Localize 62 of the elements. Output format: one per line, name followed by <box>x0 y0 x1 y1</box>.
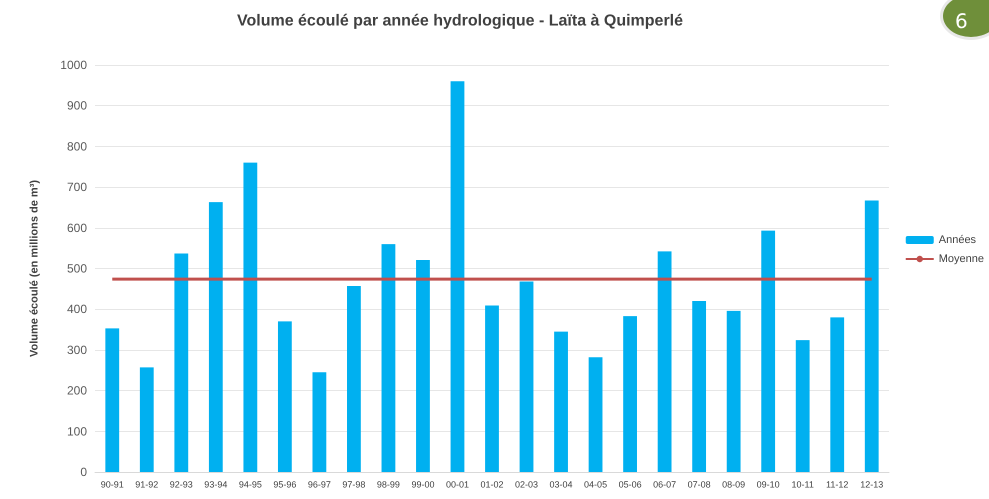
bar <box>623 316 637 472</box>
y-tick-label: 300 <box>66 342 88 357</box>
x-tick-label: 94-95 <box>238 480 262 490</box>
bar <box>796 340 810 472</box>
bar <box>450 81 464 472</box>
bar <box>485 306 499 472</box>
x-tick-label: 05-06 <box>618 480 642 490</box>
x-tick-label: 91-92 <box>135 480 158 490</box>
x-tick-label: 01-02 <box>480 480 504 490</box>
y-tick-label: 400 <box>66 302 88 316</box>
x-tick-label: 95-96 <box>273 480 296 490</box>
y-tick-label: 1000 <box>60 58 88 72</box>
x-tick-label: 00-01 <box>446 480 469 490</box>
y-tick-label: 200 <box>66 384 88 398</box>
bar <box>243 162 258 472</box>
x-tick-label: 11-12 <box>826 480 848 490</box>
bar <box>658 251 672 472</box>
bar <box>278 321 292 472</box>
y-tick-label: 900 <box>66 98 88 113</box>
x-tick-label: 06-07 <box>653 480 676 490</box>
y-tick-label: 800 <box>66 139 88 154</box>
x-tick-label: 93-94 <box>204 480 228 490</box>
x-tick-label: 92-93 <box>170 480 193 490</box>
x-tick-label: 08-09 <box>722 480 746 490</box>
bar <box>174 253 188 472</box>
x-tick-label: 07-08 <box>688 480 711 490</box>
legend-label: Années <box>938 234 977 246</box>
y-tick-label: 0 <box>80 465 88 479</box>
x-tick-label: 03-04 <box>550 480 573 490</box>
y-tick-label: 500 <box>66 262 88 276</box>
bar <box>726 310 741 472</box>
x-tick-label: 97-98 <box>342 480 366 490</box>
x-tick-label: 98-99 <box>376 480 400 490</box>
bar <box>588 357 602 472</box>
bar <box>864 200 879 472</box>
y-axis-title: Volume écoulé (en millions de m³) <box>28 180 40 358</box>
x-tick-label: 04-05 <box>584 480 608 490</box>
bar <box>761 230 776 472</box>
x-tick-label: 02-03 <box>515 480 538 490</box>
bar <box>692 301 706 472</box>
page-badge: 6 <box>940 0 989 40</box>
x-tick-label: 09-10 <box>756 480 780 490</box>
bar <box>416 260 430 472</box>
bar <box>105 328 120 472</box>
x-tick-label: 96-97 <box>308 480 331 490</box>
bar <box>347 286 361 472</box>
bar <box>208 202 223 472</box>
bar <box>830 317 844 472</box>
bar <box>312 372 326 472</box>
chart-title: Volume écoulé par année hydrologique - Laïta à Quimperlé <box>236 12 684 30</box>
bar <box>382 244 396 472</box>
x-tick-label: 12-13 <box>860 480 884 490</box>
legend-label: Moyenne <box>938 253 984 265</box>
x-tick-label: 10-11 <box>792 480 814 490</box>
x-tick-label: 99-00 <box>411 480 434 490</box>
bar <box>554 332 568 472</box>
bar <box>520 282 534 472</box>
y-tick-label: 100 <box>66 424 88 438</box>
x-tick-label: 90-91 <box>100 480 124 490</box>
y-tick-label: 700 <box>66 180 88 194</box>
y-tick-label: 600 <box>66 220 88 235</box>
bar <box>140 367 154 472</box>
